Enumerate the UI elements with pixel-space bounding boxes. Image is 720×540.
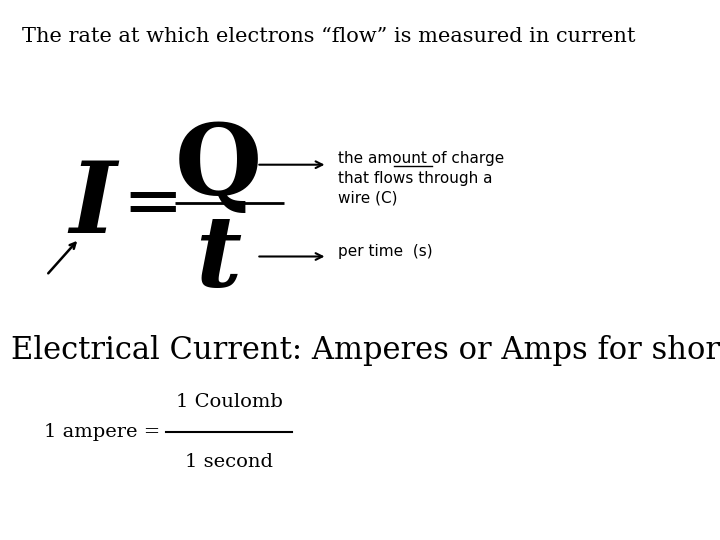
Text: Electrical Current: Amperes or Amps for short: Electrical Current: Amperes or Amps for …: [11, 335, 720, 366]
Text: I: I: [69, 157, 116, 253]
Text: 1 Coulomb: 1 Coulomb: [176, 393, 282, 411]
Text: Q: Q: [175, 119, 262, 216]
Text: 1 second: 1 second: [185, 453, 273, 471]
Text: per time  (s): per time (s): [338, 244, 433, 259]
Text: 1 ampere =: 1 ampere =: [44, 423, 166, 441]
Text: =: =: [122, 170, 183, 240]
Text: t: t: [195, 211, 241, 307]
Text: The rate at which electrons “flow” is measured in current: The rate at which electrons “flow” is me…: [22, 27, 635, 46]
Text: the amount of charge
that flows through a
wire (C): the amount of charge that flows through …: [338, 151, 505, 206]
